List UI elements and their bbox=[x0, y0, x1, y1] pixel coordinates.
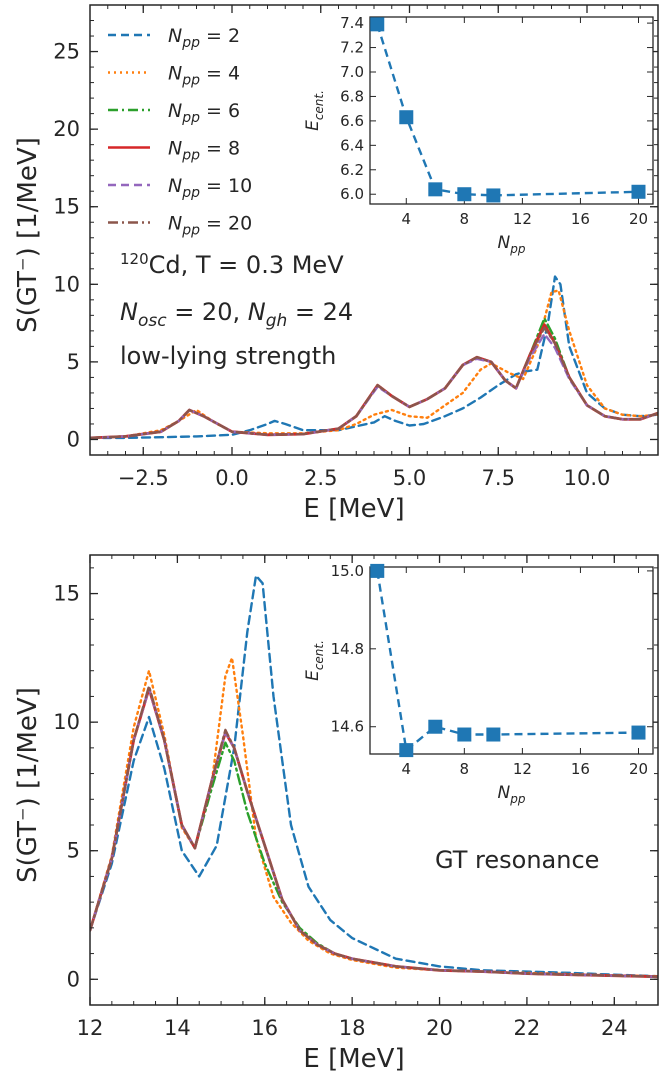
series-line-6 bbox=[90, 684, 658, 978]
inset-series-line bbox=[376, 570, 639, 753]
inset-marker bbox=[370, 17, 385, 32]
inset-x-tick-label: 16 bbox=[571, 210, 590, 228]
inset-marker bbox=[399, 110, 414, 125]
inset-y-tick-label: 7.0 bbox=[340, 63, 364, 81]
inset-marker bbox=[486, 188, 501, 203]
series-line-2 bbox=[90, 289, 658, 440]
inset-marker bbox=[428, 182, 443, 197]
inset-y-tick-label: 6.2 bbox=[340, 161, 364, 179]
series-line-1 bbox=[90, 275, 658, 440]
y-tick-label: 10 bbox=[53, 710, 80, 734]
annotation-text: 120Cd, T = 0.3 MeV bbox=[120, 250, 344, 279]
inset-x-tick-label: 20 bbox=[629, 210, 648, 228]
annotation-text: Nosc = 20, Ngh = 24 bbox=[120, 298, 353, 331]
x-tick-label: 18 bbox=[339, 1016, 366, 1040]
inset-marker bbox=[631, 725, 646, 740]
inset-y-tick-label: 6.6 bbox=[340, 112, 364, 130]
x-tick-label: 16 bbox=[251, 1016, 278, 1040]
x-tick-label: 20 bbox=[426, 1016, 453, 1040]
inset-y-tick-label: 6.4 bbox=[340, 136, 364, 154]
legend-entry-3: Npp = 6 bbox=[168, 100, 240, 126]
inset-x-axis-label: Npp bbox=[498, 783, 526, 806]
inset-frame bbox=[369, 16, 654, 205]
annotation-text: low-lying strength bbox=[120, 342, 336, 370]
inset-frame bbox=[369, 566, 654, 755]
x-tick-label: 10.0 bbox=[564, 466, 611, 490]
inset-y-axis-label: Ecent. bbox=[303, 90, 326, 131]
y-tick-label: 20 bbox=[53, 117, 80, 141]
legend-entry-4: Npp = 8 bbox=[168, 138, 240, 164]
x-tick-label: 14 bbox=[164, 1016, 191, 1040]
inset-x-tick-label: 4 bbox=[402, 760, 412, 778]
x-axis-label: E [MeV] bbox=[303, 1044, 404, 1074]
annotation-text: GT resonance bbox=[435, 846, 599, 874]
y-tick-label: 0 bbox=[67, 967, 80, 991]
series-line-6 bbox=[90, 326, 658, 440]
series-line-1 bbox=[90, 574, 658, 978]
inset-y-tick-label: 7.4 bbox=[340, 14, 364, 32]
inset-marker bbox=[486, 727, 501, 742]
legend-entry-5: Npp = 10 bbox=[168, 175, 252, 201]
inset-series-line bbox=[376, 23, 639, 197]
x-tick-label: 0.0 bbox=[215, 466, 248, 490]
inset-y-tick-label: 14.8 bbox=[331, 640, 364, 658]
y-tick-label: 15 bbox=[53, 582, 80, 606]
x-tick-label: −2.5 bbox=[118, 466, 169, 490]
inset-x-axis-label: Npp bbox=[498, 233, 526, 256]
x-tick-label: 5.0 bbox=[393, 466, 426, 490]
inset-marker bbox=[457, 187, 472, 202]
y-axis-label: S(GT⁻) [1/MeV] bbox=[13, 137, 43, 333]
inset-marker bbox=[399, 743, 414, 758]
legend-entry-2: Npp = 4 bbox=[168, 63, 240, 89]
inset-y-tick-label: 6.8 bbox=[340, 87, 364, 105]
x-tick-label: 24 bbox=[601, 1016, 628, 1040]
x-axis-label: E [MeV] bbox=[303, 494, 404, 524]
x-tick-label: 12 bbox=[77, 1016, 104, 1040]
y-tick-label: 5 bbox=[67, 350, 80, 374]
inset-x-tick-label: 20 bbox=[629, 760, 648, 778]
y-tick-label: 0 bbox=[67, 427, 80, 451]
x-tick-label: 22 bbox=[514, 1016, 541, 1040]
inset-x-tick-label: 12 bbox=[513, 210, 532, 228]
series-line-3 bbox=[90, 317, 658, 440]
inset-y-axis-label: Ecent. bbox=[303, 640, 326, 681]
inset-x-tick-label: 16 bbox=[571, 760, 590, 778]
inset-chart-1: 4 8 12 16 20 6.0 6.2 6.4 6.6 6.8 7.0 7.2 7.4 Npp Ecent… bbox=[303, 14, 654, 256]
inset-marker bbox=[631, 184, 646, 199]
inset-marker bbox=[370, 563, 385, 578]
x-tick-label: 2.5 bbox=[304, 466, 337, 490]
inset-x-tick-label: 4 bbox=[402, 210, 412, 228]
inset-x-tick-label: 8 bbox=[460, 210, 470, 228]
y-tick-label: 5 bbox=[67, 839, 80, 863]
y-tick-label: 15 bbox=[53, 195, 80, 219]
inset-y-tick-label: 14.6 bbox=[331, 718, 364, 736]
y-tick-label: 25 bbox=[53, 40, 80, 64]
y-axis-label: S(GT⁻) [1/MeV] bbox=[13, 687, 43, 883]
chart-panel-2: 12 14 16 18 20 22 24 0 5 10 15 E [MeV] S(GT⁻) [1/MeV… bbox=[13, 554, 659, 1074]
inset-y-tick-label: 7.2 bbox=[340, 39, 364, 57]
inset-chart-2: 4 8 12 16 20 14.6 14.8 15.0 Npp Ecent. bbox=[303, 562, 654, 806]
inset-marker bbox=[457, 727, 472, 742]
inset-y-tick-label: 15.0 bbox=[331, 562, 364, 580]
x-tick-label: 7.5 bbox=[482, 466, 515, 490]
series-line-2 bbox=[90, 656, 658, 978]
inset-marker bbox=[428, 719, 443, 734]
chart-panel-1: −2.5 0.0 2.5 5.0 7.5 10.0 0 5 10 15 20 25 E [MeV] S(G… bbox=[13, 4, 659, 524]
legend-entry-6: Npp = 20 bbox=[168, 213, 252, 239]
inset-x-tick-label: 12 bbox=[513, 760, 532, 778]
legend-entry-1: Npp = 2 bbox=[168, 25, 240, 51]
inset-x-tick-label: 8 bbox=[460, 760, 470, 778]
inset-y-tick-label: 6.0 bbox=[340, 185, 364, 203]
y-tick-label: 10 bbox=[53, 272, 80, 296]
